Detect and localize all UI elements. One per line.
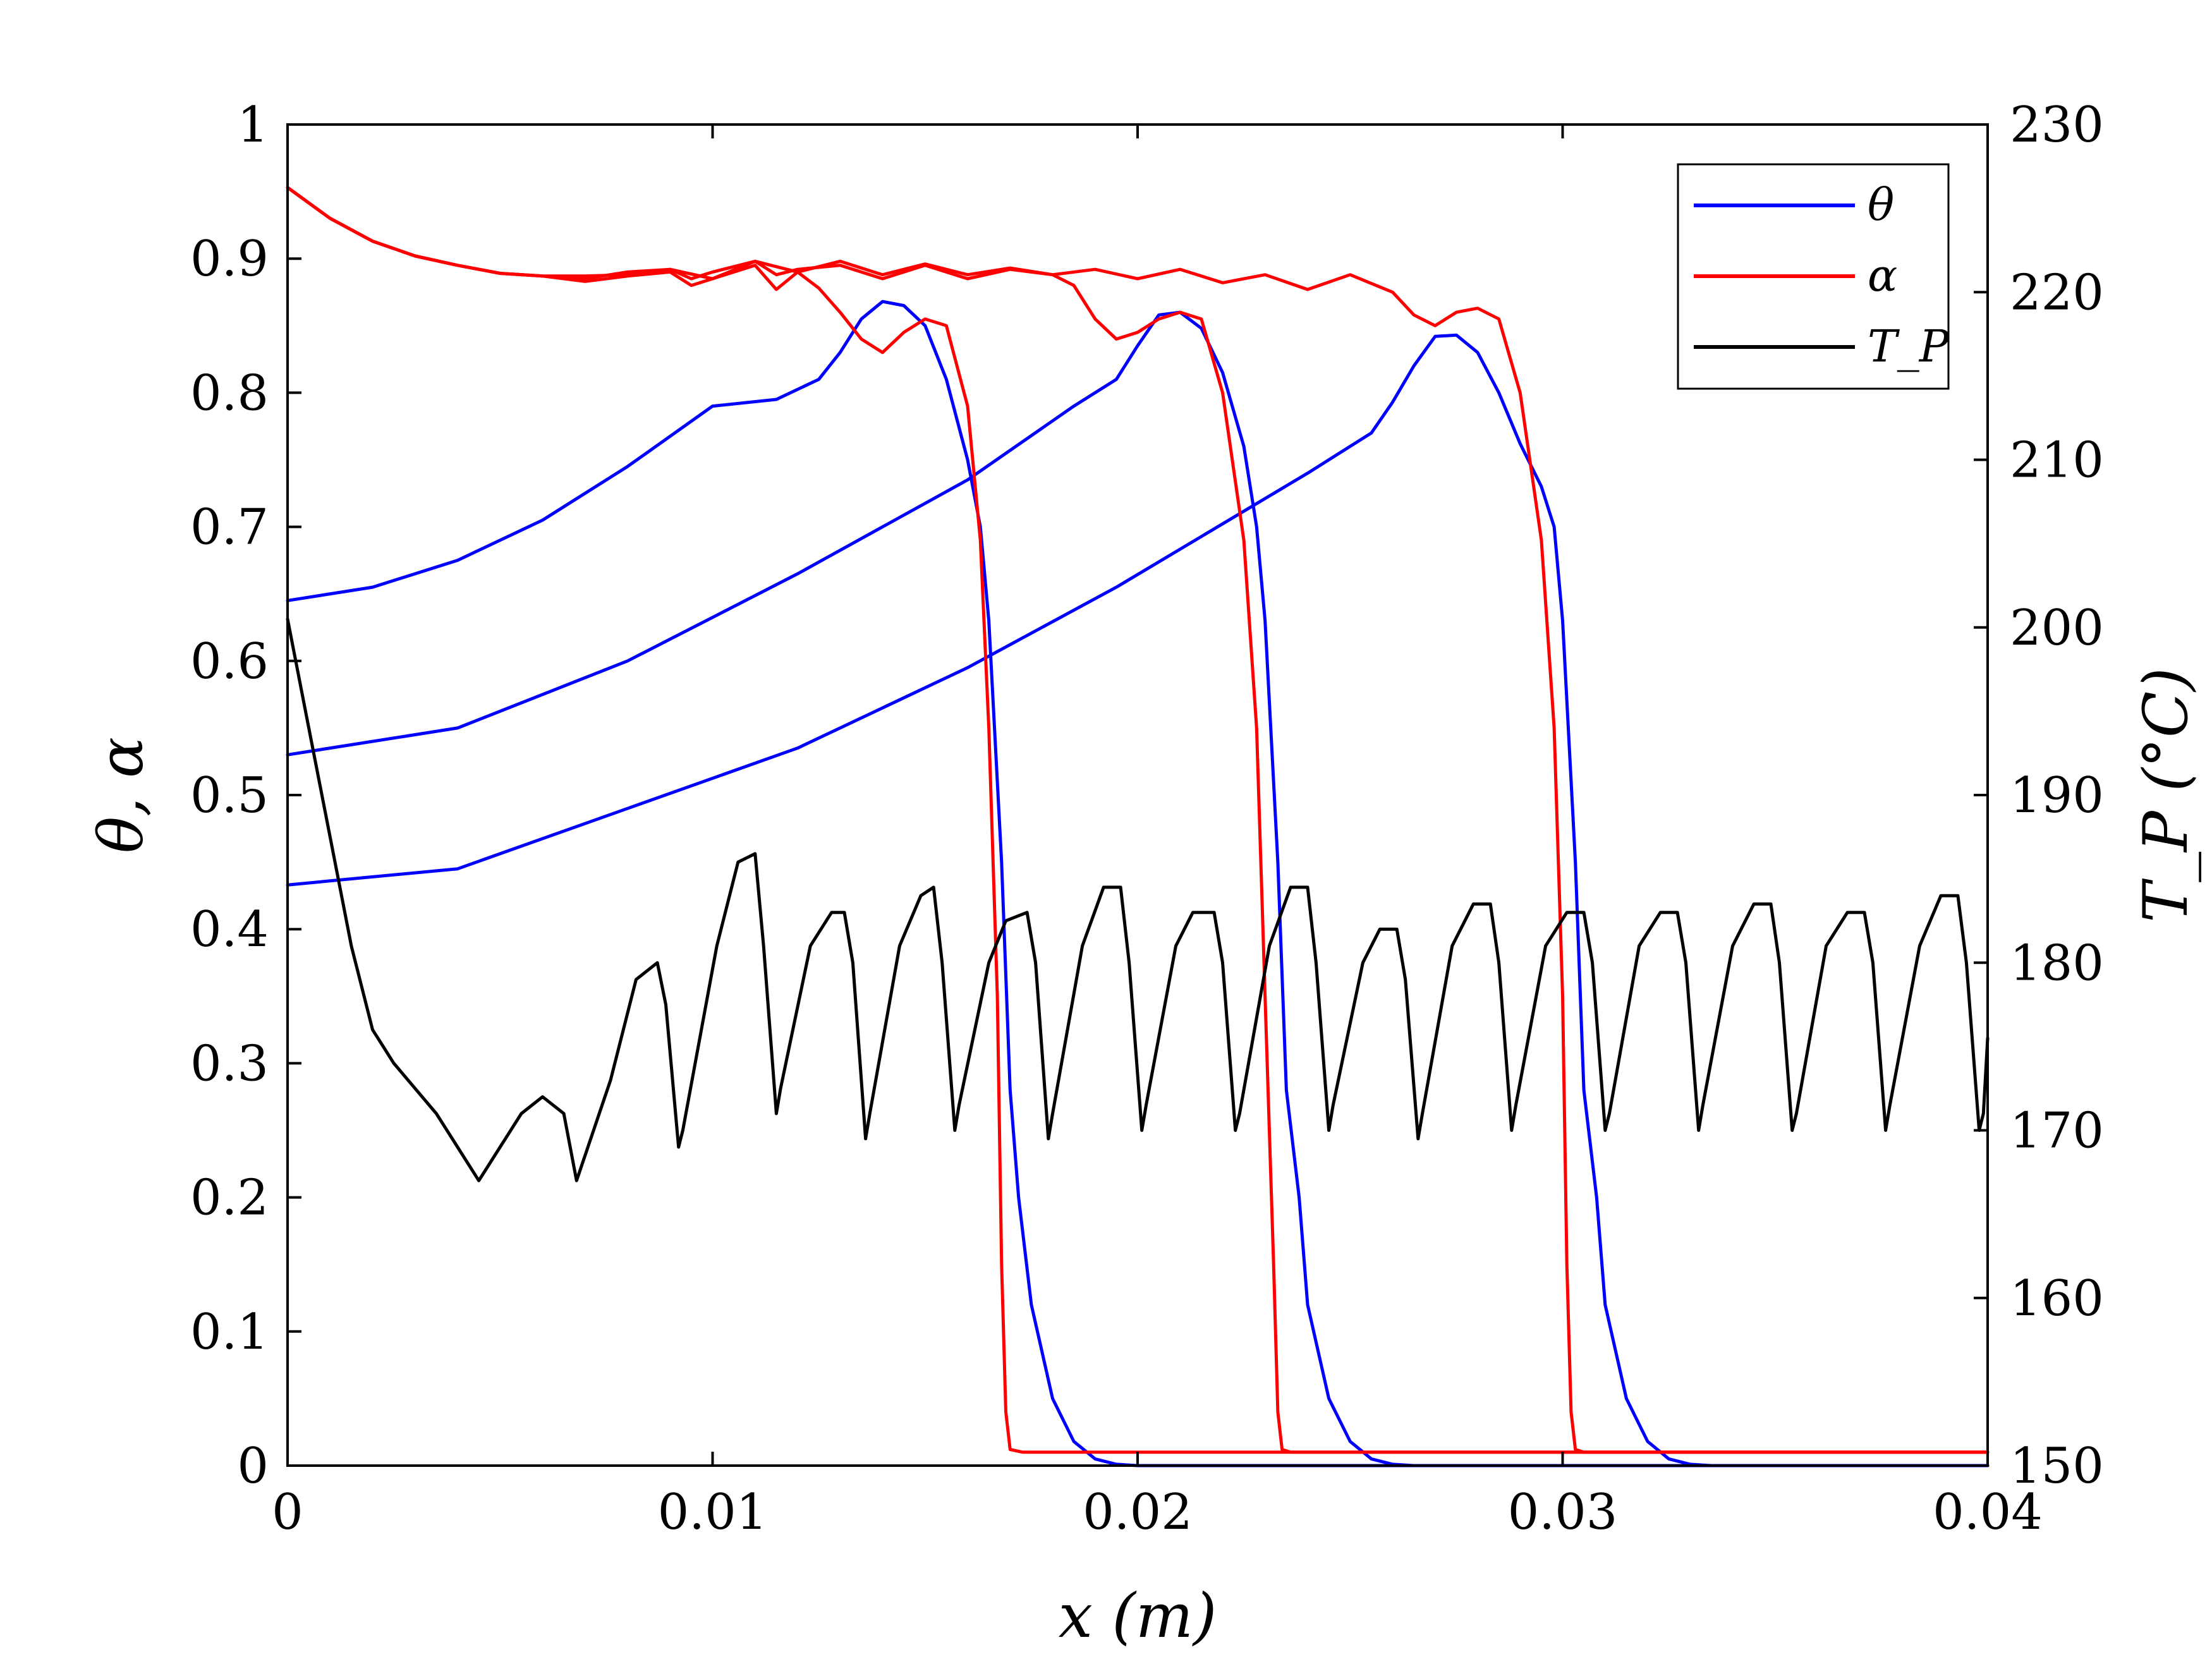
y-right-tick-label: 170	[2010, 1103, 2104, 1160]
y-left-tick-label: 0.7	[190, 499, 269, 556]
y-left-tick-label: 0.8	[190, 365, 269, 422]
series-theta-line-2	[286, 333, 1990, 1468]
x-tick-label: 0.01	[658, 1484, 768, 1541]
y-right-tick-label: 160	[2010, 1270, 2104, 1327]
y-left-tick-label: 1	[237, 97, 269, 154]
y-axis-left-title: θ, α	[86, 737, 157, 853]
y-left-tick-label: 0	[237, 1438, 269, 1495]
legend-label-theta: θ	[1868, 179, 1894, 231]
y-left-tick-label: 0.9	[190, 231, 269, 288]
y-left-tick-label: 0.5	[190, 767, 269, 824]
y-left-tick-label: 0.2	[190, 1170, 269, 1227]
x-tick-label: 0.02	[1083, 1484, 1193, 1541]
y-right-tick-label: 210	[2010, 432, 2104, 489]
y-right-tick-label: 190	[2010, 767, 2104, 824]
series-layer	[286, 186, 1990, 1468]
y-right-tick-label: 230	[2010, 97, 2104, 154]
y-axis-right-title: T_P (°C)	[2130, 667, 2201, 923]
y-left-tick-label: 0.3	[190, 1035, 269, 1092]
series-theta-line-0	[286, 300, 1990, 1468]
legend-label-alpha: α	[1868, 250, 1897, 301]
y-right-tick-label: 200	[2010, 600, 2104, 657]
tick-label-layer: 0 0.01 0.02 0.03 0.04 0 0.1 0.2 0.3 0.4 0.5 0.6 0.7 0…	[190, 97, 2104, 1541]
x-tick-label: 0.04	[1933, 1484, 2043, 1541]
y-left-tick-label: 0.1	[190, 1304, 269, 1361]
y-right-tick-label: 220	[2010, 264, 2104, 321]
x-tick-label: 0	[272, 1484, 303, 1541]
x-tick-label: 0.03	[1508, 1484, 1618, 1541]
y-right-tick-label: 150	[2010, 1438, 2104, 1495]
series-theta-line-1	[286, 310, 1990, 1468]
y-right-tick-label: 180	[2010, 935, 2104, 992]
y-left-tick-label: 0.6	[190, 633, 269, 690]
legend-label-tp: T_P	[1868, 320, 1950, 372]
legend: θ α T_P	[1677, 163, 1950, 390]
series-alpha-line-2	[286, 186, 1990, 1454]
y-left-tick-label: 0.4	[190, 901, 269, 958]
tick-layer	[286, 123, 1989, 1467]
series-tp-line-0	[286, 617, 1990, 1182]
x-axis-title: x (m)	[1059, 1581, 1217, 1651]
